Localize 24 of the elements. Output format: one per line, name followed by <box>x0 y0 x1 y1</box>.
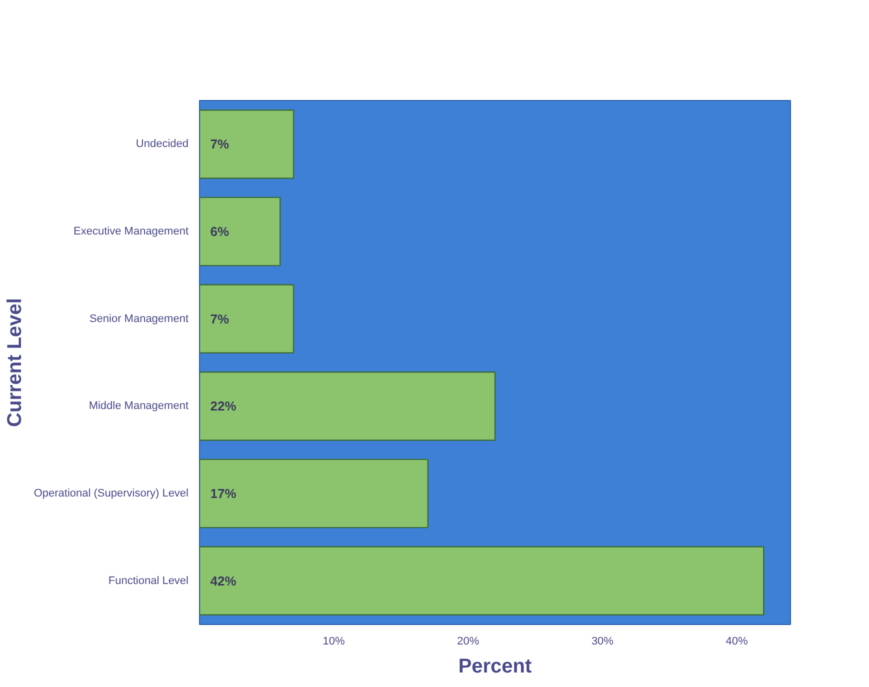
bar <box>200 546 764 616</box>
y-axis-title: Current Level <box>4 298 26 427</box>
data-label: 17% <box>210 486 237 501</box>
y-tick-label: Functional Level <box>108 574 189 587</box>
y-tick-label: Executive Management <box>74 226 188 238</box>
y-tick-label: Middle Management <box>88 400 189 412</box>
x-tick-label: 40% <box>726 636 748 648</box>
data-label: 6% <box>210 224 230 239</box>
data-label: 7% <box>210 136 230 152</box>
data-label: 22% <box>210 398 237 414</box>
x-tick-label: 30% <box>591 636 614 648</box>
data-label: 42% <box>210 573 237 588</box>
x-tick-label: 20% <box>457 636 480 648</box>
x-tick-label: 10% <box>322 636 346 648</box>
bar <box>200 372 496 441</box>
y-tick-label: Senior Management <box>89 312 189 325</box>
y-tick-label: Operational (Supervisory) Level <box>34 488 189 500</box>
bar <box>200 458 428 528</box>
y-tick-label: Undecided <box>136 138 188 150</box>
bar <box>200 196 281 266</box>
data-label: 7% <box>210 311 230 326</box>
bar <box>200 284 294 354</box>
bar <box>200 110 294 179</box>
x-axis-title: Percent <box>458 656 532 678</box>
